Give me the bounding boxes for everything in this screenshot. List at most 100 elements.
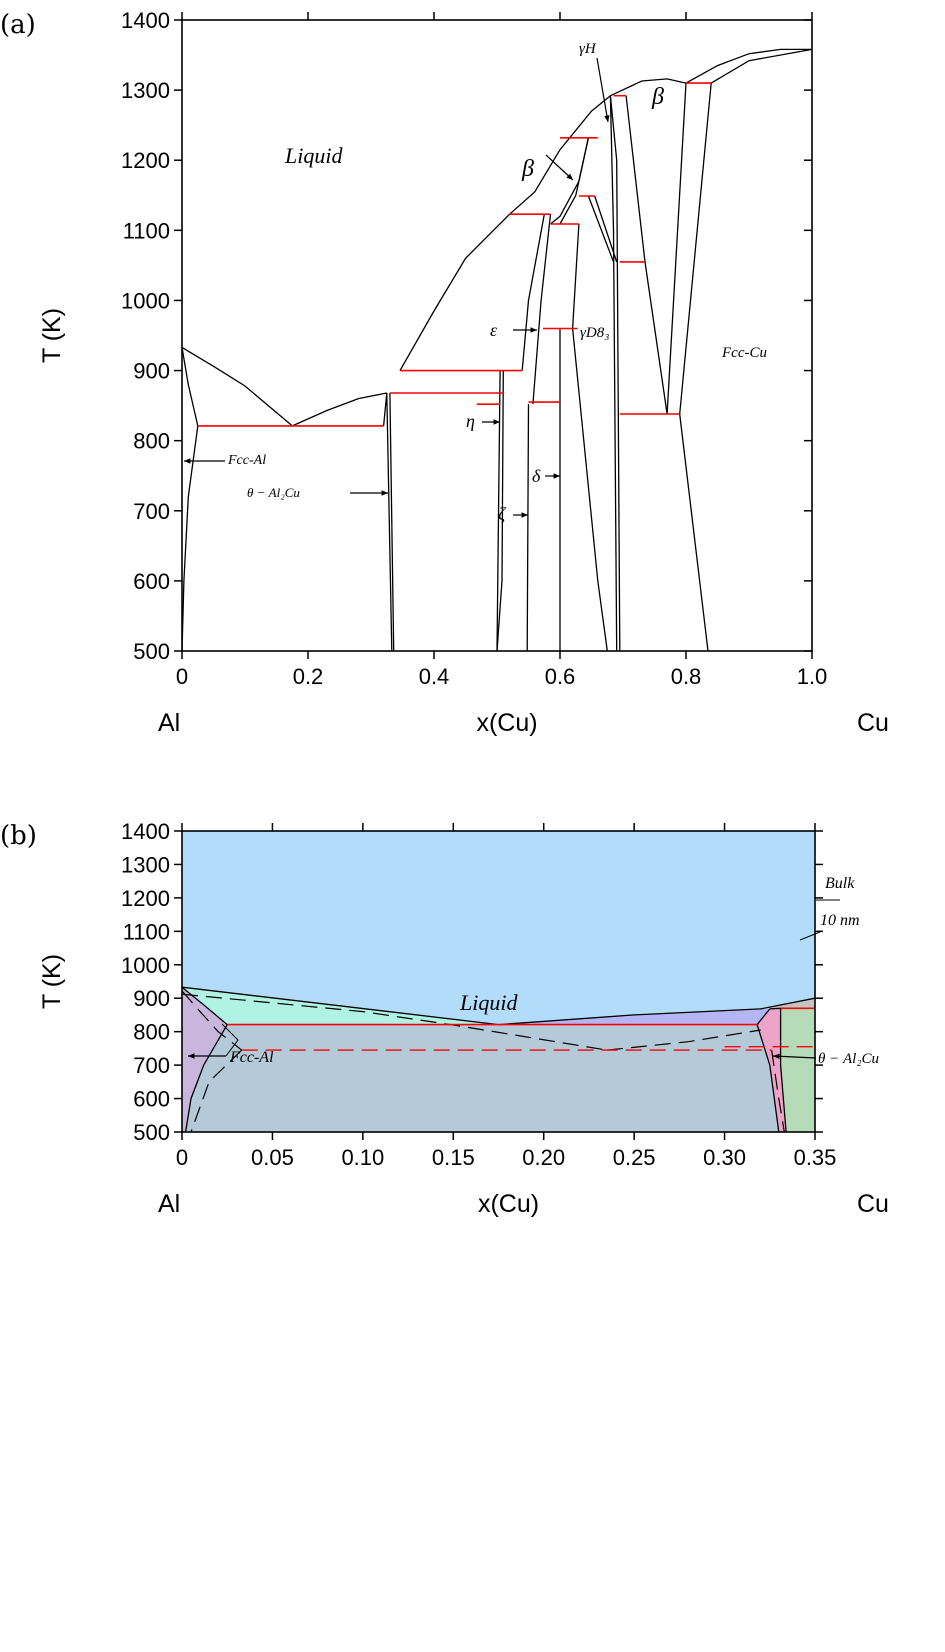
x-tick-label: 0.25 [613,1145,656,1170]
phase-label: θ − Al₂Cu [247,485,300,500]
phase-label: γD8₃ [580,325,609,341]
x-tick-label: 0 [176,664,188,689]
right-end-label-cu: Cu [857,1190,889,1218]
phase-boundary-line [399,213,511,371]
phase-boundary-line [679,413,709,652]
x-tick-label: 0.35 [794,1145,837,1170]
x-tick-label: 0.8 [671,664,702,689]
phase-label: Fcc-Al [227,453,266,468]
y-tick-label: 800 [133,429,170,454]
arrow-head [553,473,560,479]
x-tick-label: 0.6 [545,664,576,689]
plot-frame [181,19,813,652]
arrow-head [188,1053,195,1059]
panel-label: (a) [0,10,36,40]
phase-label: ζ [498,504,507,524]
y-tick-label: 900 [133,986,170,1011]
y-tick-label: 700 [133,499,170,524]
x-tick-label: 0.15 [432,1145,475,1170]
x-tick-label: 0 [176,1145,188,1170]
x-tick-label: 0.10 [341,1145,384,1170]
y-tick-label: 500 [133,1120,170,1145]
phase-boundary-line [679,83,712,415]
region-liquid [182,831,815,1025]
y-tick-label: 1200 [121,148,170,173]
annotation-leader [221,1023,239,1057]
arrow-head [773,1053,780,1060]
phase-boundary-10nm-line [771,1050,785,1133]
phase-boundary-line [181,347,199,427]
phase-boundary-line [756,1024,780,1133]
phase-boundary-line [559,137,590,225]
phase-label: β [521,156,534,182]
x-tick-label: 1.0 [797,664,828,689]
region-theta-cu-rich [780,1008,815,1132]
y-tick-label: 1400 [121,8,170,33]
phase-boundary-line [509,95,611,215]
phase-label-liquid: Liquid [459,990,518,1015]
region-two-phase-fcc-theta [185,1024,779,1132]
annotation-arrow [596,57,609,123]
phase-boundary-line [496,370,504,652]
x-tick-label: 0.4 [419,664,450,689]
phase-boundary-line [769,1007,781,1010]
y-tick-label: 600 [133,1087,170,1112]
phase-boundary-10nm-line [606,1029,761,1051]
arrow-head [604,115,610,122]
x-axis-label: x(Cu) [478,1190,539,1218]
phase-boundary-line [382,392,393,652]
y-tick-label: 1100 [123,919,170,944]
phase-boundary-line [779,1008,787,1133]
arrow-head [566,173,573,180]
curve-label-bulk: Bulk [825,875,855,892]
phase-label: γH [579,41,597,57]
arrow-head [530,327,537,333]
phase-boundary-line [292,392,387,427]
phase-label: Fcc-Cu [721,345,767,361]
y-tick-label: 500 [133,639,170,664]
phase-label: ε [490,320,498,340]
phase-boundary-line [756,1008,771,1026]
right-end-label-cu: Cu [857,709,889,737]
annotation-leader [799,931,821,941]
x-tick-label: 0.30 [703,1145,746,1170]
left-end-label-al: Al [158,1190,180,1218]
y-tick-label: 1400 [121,819,170,844]
phase-boundary-line [609,95,618,652]
y-axis-label: T (K) [38,954,66,1009]
curve-label-10nm: 10 nm [820,912,860,929]
annotation-arrow [772,1055,817,1059]
panel-b [174,823,840,1140]
y-tick-label: 1300 [121,78,170,103]
phase-boundary-line [181,986,499,1026]
y-tick-label: 1000 [121,288,170,313]
region-liquid-theta [498,1008,770,1025]
x-tick-label: 0.20 [522,1145,565,1170]
y-tick-label: 800 [133,1020,170,1045]
arrow-head [184,458,191,464]
phase-boundary-line [532,214,552,405]
x-axis-label: x(Cu) [476,709,537,737]
y-tick-label: 900 [133,359,170,384]
phase-boundary-line [389,392,395,652]
phase-boundary-line [666,83,687,415]
phase-boundary-line [498,997,816,1026]
phase-boundary-line [181,346,293,427]
panel-label: (b) [0,821,37,851]
phase-label-theta: θ − Al₂Cu [818,1051,879,1067]
y-tick-label: 600 [133,569,170,594]
y-tick-label: 1000 [121,953,170,978]
plot-frame [181,830,816,1133]
phase-boundary-line [609,95,621,652]
y-axis-label: T (K) [38,308,66,363]
phase-label: Liquid [284,143,343,168]
phase-boundary-10nm-line [181,990,243,1051]
arrow-head [521,512,528,518]
phase-boundary-line [587,195,615,263]
phase-boundary-line [625,95,668,415]
phase-boundary-line [571,223,608,652]
phase-boundary-line [610,78,687,97]
phase-label-fcc-al: Fcc-Al [229,1049,274,1066]
y-tick-label: 700 [133,1053,170,1078]
